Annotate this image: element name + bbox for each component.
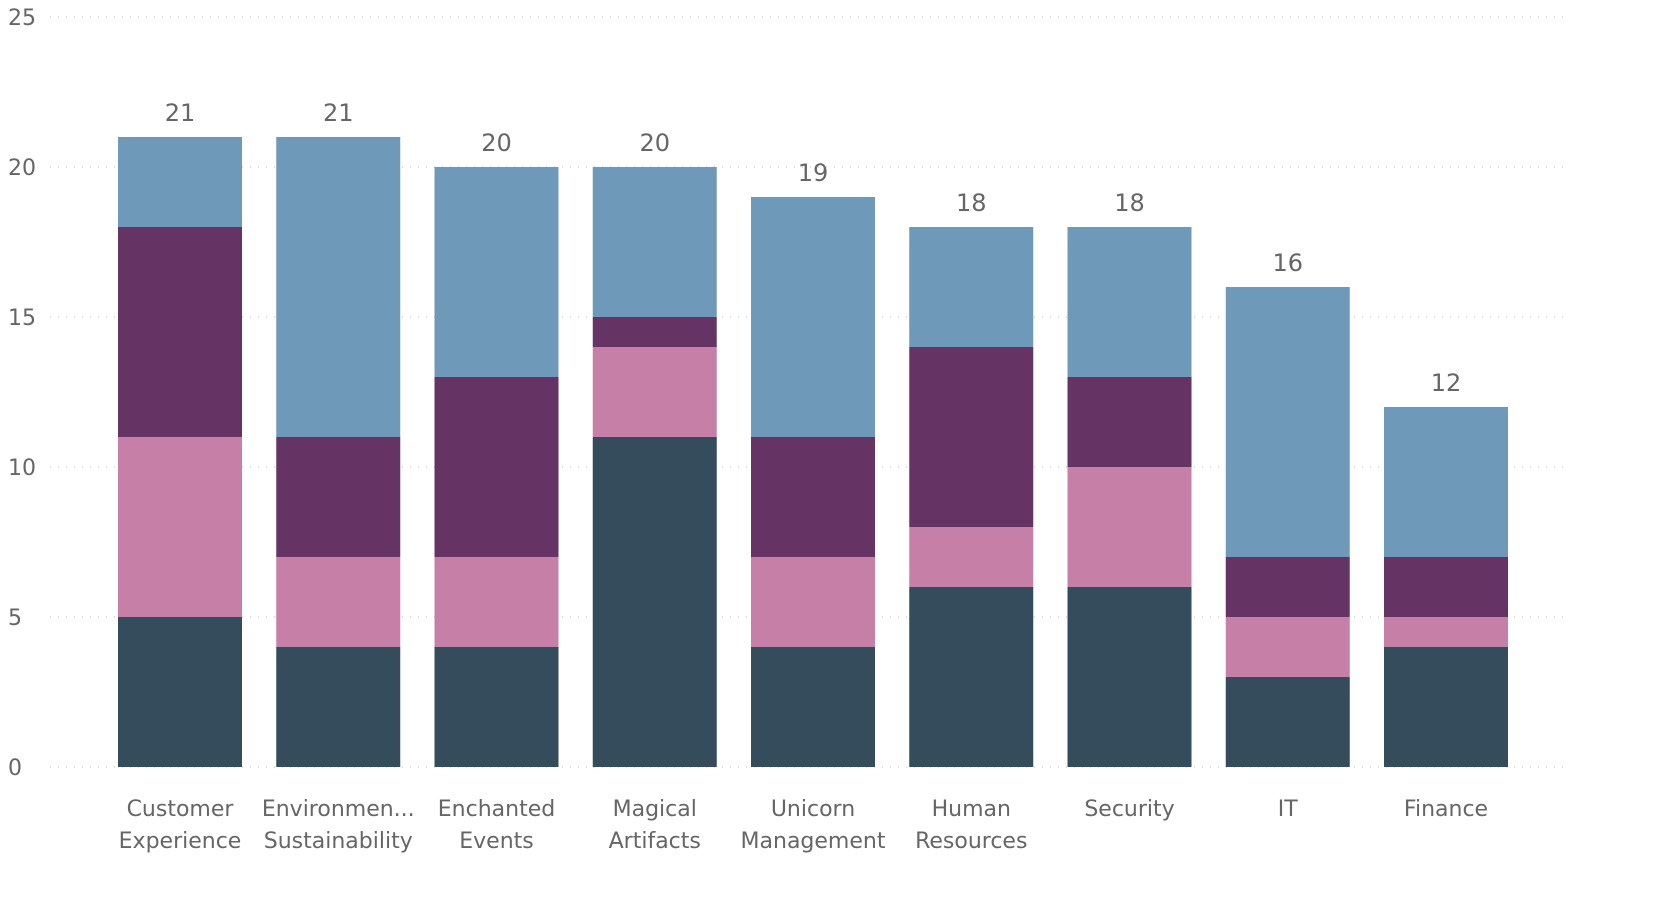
x-category-label: IT (1278, 797, 1298, 822)
bar-segment-series3-6 (1067, 377, 1192, 467)
bar-segment-series3-4 (751, 437, 875, 557)
bar-segment-series2-8 (1384, 617, 1508, 647)
bar-segment-series4-5 (909, 227, 1034, 347)
bar-segment-series2-4 (751, 557, 875, 647)
y-tick-label: 5 (8, 606, 22, 631)
x-axis-category-labels: Customer Experience Environmen... Sustainab… (119, 797, 1488, 854)
bar-segment-series2-5 (909, 527, 1034, 587)
bar-segment-series2-6 (1067, 467, 1192, 587)
y-tick-label: 15 (8, 306, 36, 331)
x-category-label: Enchanted (438, 797, 555, 822)
bar-segment-series4-4 (751, 197, 875, 437)
bar-segment-series4-2 (434, 167, 559, 377)
bar-total-label: 20 (481, 129, 512, 157)
bar-segment-series4-3 (592, 167, 717, 317)
x-category-label: Artifacts (609, 829, 701, 854)
bar-total-label: 18 (956, 189, 987, 217)
bar-total-label: 12 (1431, 369, 1462, 397)
y-tick-label: 25 (8, 6, 36, 31)
bar-segment-series3-2 (434, 377, 559, 557)
bar-segment-series4-6 (1067, 227, 1192, 377)
bar-segment-series4-8 (1384, 407, 1508, 557)
bar-segment-series2-1 (276, 557, 401, 647)
x-category-label: Management (741, 829, 886, 854)
bar-segment-series1-0 (118, 617, 242, 767)
bar-segment-series1-6 (1067, 587, 1192, 767)
bar-total-label: 19 (798, 159, 829, 187)
bar-segment-series3-0 (118, 227, 242, 437)
bar-segment-series4-0 (118, 137, 242, 227)
bar-segment-series1-7 (1225, 677, 1350, 767)
x-category-label: Customer (127, 797, 235, 822)
bar-segment-series4-7 (1225, 287, 1350, 557)
x-category-label: Unicorn (771, 797, 855, 822)
y-axis-tick-labels: 0 5 10 15 20 25 (8, 6, 36, 781)
bar-total-label: 20 (639, 129, 670, 157)
x-category-label: Magical (613, 797, 697, 822)
bar-segment-series3-3 (592, 317, 717, 347)
bar-segment-series2-0 (118, 437, 242, 617)
bar-segment-series1-2 (434, 647, 559, 767)
x-category-label: Human (932, 797, 1011, 822)
bar-segment-series2-2 (434, 557, 559, 647)
bars (118, 137, 1508, 767)
bar-segment-series2-3 (592, 347, 717, 437)
bar-total-label: 21 (165, 99, 196, 127)
bar-segment-series3-1 (276, 437, 401, 557)
bar-segment-series1-1 (276, 647, 401, 767)
bar-total-label: 21 (323, 99, 354, 127)
bar-segment-series1-4 (751, 647, 875, 767)
x-category-label: Environmen... (262, 797, 415, 822)
bar-segment-series4-1 (276, 137, 401, 437)
bar-segment-series3-7 (1225, 557, 1350, 617)
x-category-label: Sustainability (264, 829, 413, 854)
bar-segment-series1-8 (1384, 647, 1508, 767)
x-category-label: Security (1084, 797, 1174, 822)
bar-segment-series1-3 (592, 437, 717, 767)
x-category-label: Resources (915, 829, 1027, 854)
bar-segment-series3-8 (1384, 557, 1508, 617)
y-tick-label: 0 (8, 756, 22, 781)
total-labels: 21 21 20 20 19 18 18 16 12 (165, 99, 1462, 397)
bar-segment-series2-7 (1225, 617, 1350, 677)
x-category-label: Finance (1404, 797, 1488, 822)
bar-total-label: 16 (1272, 249, 1303, 277)
y-tick-label: 20 (8, 156, 36, 181)
y-tick-label: 10 (8, 456, 36, 481)
x-category-label: Events (459, 829, 534, 854)
x-category-label: Experience (119, 829, 242, 854)
bar-segment-series3-5 (909, 347, 1034, 527)
bar-total-label: 18 (1114, 189, 1145, 217)
bar-segment-series1-5 (909, 587, 1034, 767)
